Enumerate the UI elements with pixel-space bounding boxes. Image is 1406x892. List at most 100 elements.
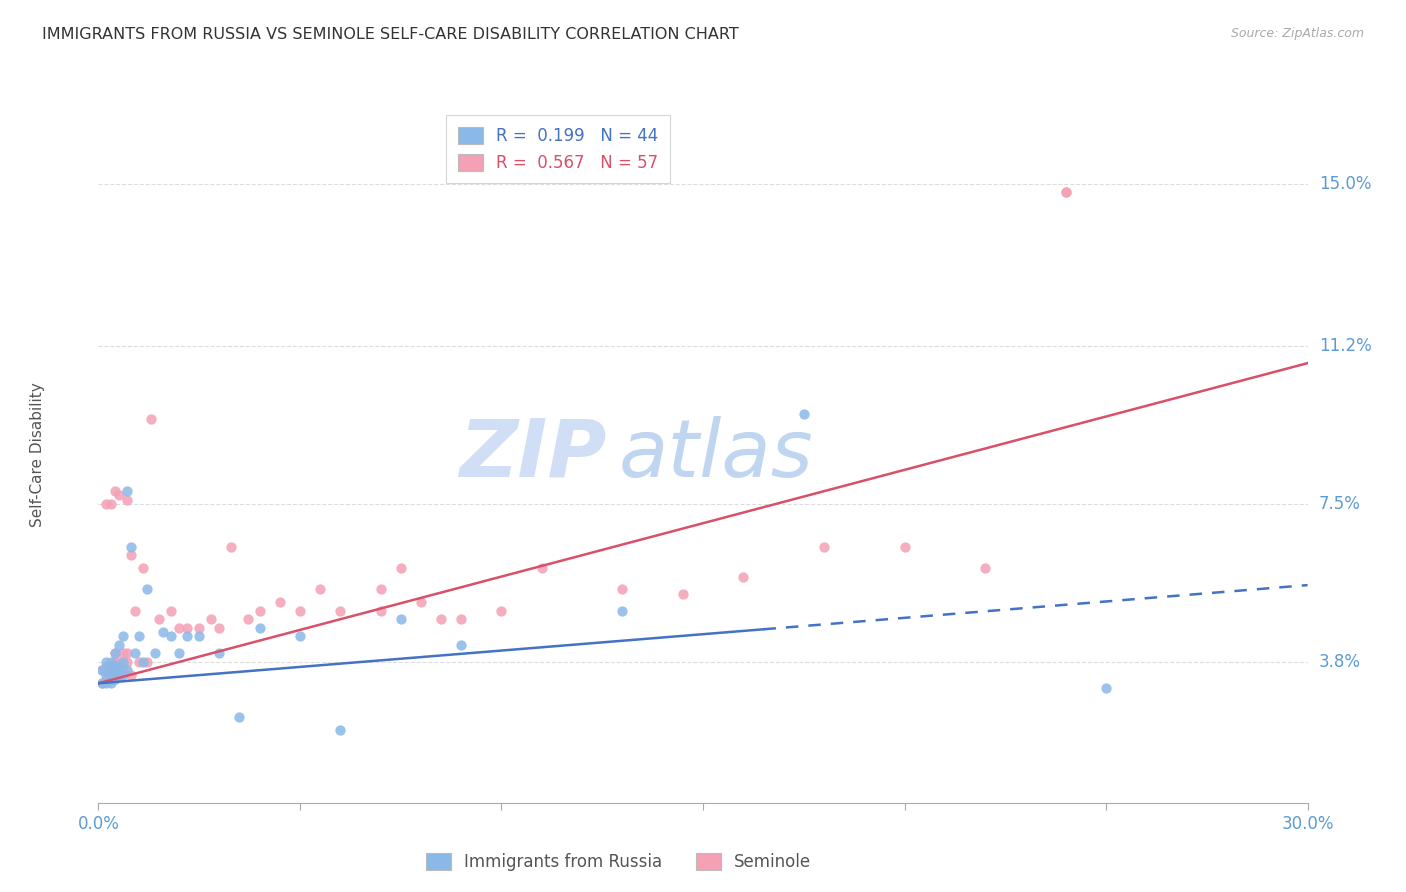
Point	[103, 659, 125, 673]
Point	[389, 561, 412, 575]
Text: 11.2%: 11.2%	[1319, 337, 1371, 355]
Point	[103, 664, 125, 678]
Point	[160, 604, 183, 618]
Point	[111, 647, 134, 661]
Point	[111, 629, 134, 643]
Point	[148, 612, 170, 626]
Point	[813, 540, 835, 554]
Point	[132, 655, 155, 669]
Point	[96, 667, 118, 681]
Point	[288, 604, 311, 618]
Point	[124, 647, 146, 661]
Point	[389, 612, 412, 626]
Text: Self-Care Disability: Self-Care Disability	[31, 383, 45, 527]
Point	[974, 561, 997, 575]
Point	[107, 488, 129, 502]
Point	[188, 621, 211, 635]
Point	[370, 604, 392, 618]
Point	[120, 548, 142, 562]
Point	[221, 540, 243, 554]
Point	[124, 604, 146, 618]
Point	[96, 497, 118, 511]
Point	[107, 659, 129, 673]
Point	[103, 647, 125, 661]
Point	[96, 664, 118, 678]
Point	[100, 655, 122, 669]
Point	[100, 659, 122, 673]
Point	[309, 582, 332, 597]
Point	[143, 647, 166, 661]
Point	[111, 655, 134, 669]
Point	[160, 629, 183, 643]
Point	[228, 710, 250, 724]
Point	[208, 647, 231, 661]
Point	[100, 672, 122, 686]
Point	[115, 664, 138, 678]
Point	[329, 723, 352, 738]
Point	[236, 612, 259, 626]
Point	[103, 484, 125, 499]
Point	[100, 497, 122, 511]
Point	[329, 604, 352, 618]
Point	[793, 408, 815, 422]
Point	[1054, 186, 1077, 200]
Point	[733, 569, 755, 583]
Point	[269, 595, 291, 609]
Point	[107, 667, 129, 681]
Point	[96, 655, 118, 669]
Point	[200, 612, 222, 626]
Point	[893, 540, 915, 554]
Point	[115, 655, 138, 669]
Point	[139, 411, 162, 425]
Point	[430, 612, 453, 626]
Point	[167, 647, 190, 661]
Text: Source: ZipAtlas.com: Source: ZipAtlas.com	[1230, 27, 1364, 40]
Point	[672, 587, 695, 601]
Point	[120, 540, 142, 554]
Point	[103, 672, 125, 686]
Point	[107, 638, 129, 652]
Point	[612, 604, 634, 618]
Point	[91, 676, 114, 690]
Point	[96, 672, 118, 686]
Point	[249, 604, 271, 618]
Point	[96, 676, 118, 690]
Point	[103, 655, 125, 669]
Point	[208, 621, 231, 635]
Point	[91, 664, 114, 678]
Text: 15.0%: 15.0%	[1319, 175, 1371, 193]
Point	[91, 676, 114, 690]
Text: 3.8%: 3.8%	[1319, 653, 1361, 671]
Point	[288, 629, 311, 643]
Point	[111, 667, 134, 681]
Point	[612, 582, 634, 597]
Point	[188, 629, 211, 643]
Point	[100, 664, 122, 678]
Text: atlas: atlas	[619, 416, 813, 494]
Point	[120, 667, 142, 681]
Text: ZIP: ZIP	[458, 416, 606, 494]
Point	[100, 664, 122, 678]
Point	[152, 625, 174, 640]
Point	[91, 664, 114, 678]
Point	[103, 672, 125, 686]
Point	[115, 647, 138, 661]
Point	[115, 484, 138, 499]
Point	[100, 672, 122, 686]
Point	[176, 629, 198, 643]
Point	[103, 647, 125, 661]
Text: IMMIGRANTS FROM RUSSIA VS SEMINOLE SELF-CARE DISABILITY CORRELATION CHART: IMMIGRANTS FROM RUSSIA VS SEMINOLE SELF-…	[42, 27, 740, 42]
Point	[450, 612, 472, 626]
Point	[491, 604, 513, 618]
Point	[409, 595, 432, 609]
Point	[450, 638, 472, 652]
Point	[128, 629, 150, 643]
Text: 7.5%: 7.5%	[1319, 495, 1361, 513]
Legend: Immigrants from Russia, Seminole: Immigrants from Russia, Seminole	[419, 847, 818, 878]
Point	[111, 664, 134, 678]
Point	[100, 676, 122, 690]
Point	[249, 621, 271, 635]
Point	[370, 582, 392, 597]
Point	[135, 655, 157, 669]
Point	[1095, 681, 1118, 695]
